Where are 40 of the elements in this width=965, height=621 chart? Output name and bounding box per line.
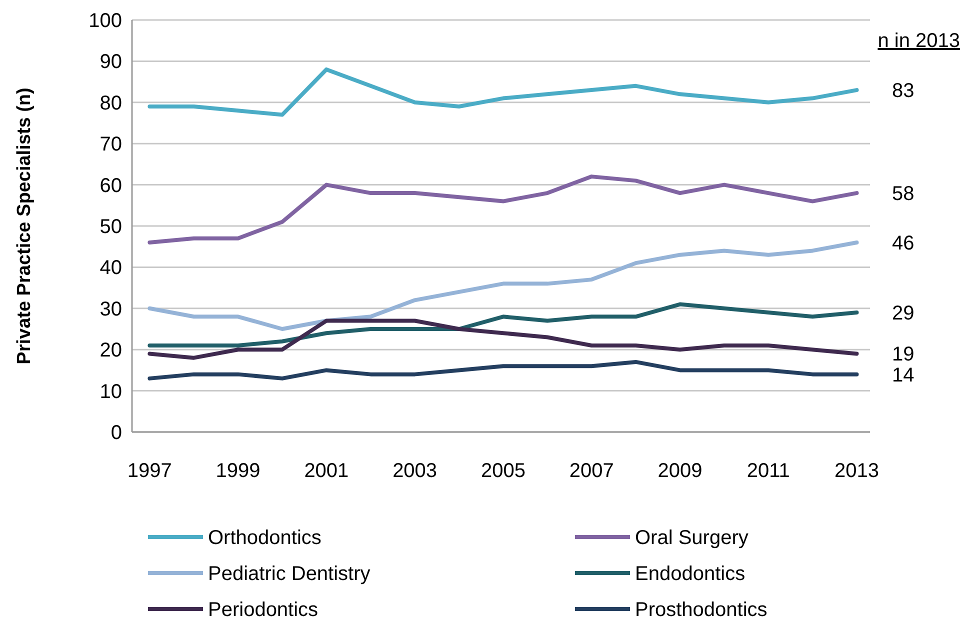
y-tick-label: 40	[100, 257, 122, 280]
text: n in 2013	[878, 30, 960, 52]
text: 83	[892, 80, 914, 102]
text: 58	[892, 183, 914, 206]
x-tick-label: 2011	[746, 460, 790, 482]
line-series	[148, 318, 859, 360]
y-tick-label: 50	[100, 216, 122, 238]
x-tick-label: 2013	[834, 460, 879, 482]
y-tick-label: 60	[100, 174, 122, 197]
y-tick-label: 80	[100, 92, 122, 114]
line-series	[148, 360, 859, 380]
x-tick-label: 2001	[304, 460, 349, 482]
legend-label: Oral Surgery	[635, 527, 748, 549]
text: 19	[892, 344, 914, 366]
legend-label: Pediatric Dentistry	[208, 563, 370, 585]
legend-label: Periodontics	[208, 599, 318, 621]
y-tick-label: 20	[100, 340, 122, 362]
y-tick-label: 30	[100, 298, 122, 320]
y-tick-label: 90	[100, 51, 122, 74]
x-tick-label: 2003	[392, 460, 438, 482]
line-series	[148, 240, 859, 331]
x-tick-label: 2005	[480, 460, 526, 482]
y-axis-title: Private Practice Specialists (n)	[14, 88, 35, 364]
y-tick-label: 0	[110, 422, 122, 444]
legend-label: Endodontics	[635, 563, 746, 585]
legend-label: Prosthodontics	[635, 599, 768, 621]
x-tick-label: 1997	[127, 460, 172, 482]
line-series	[148, 174, 859, 244]
text: 46	[892, 232, 914, 254]
y-tick-label: 100	[88, 10, 122, 32]
text: 14	[892, 364, 914, 386]
legend-label: Orthodontics	[208, 527, 322, 549]
line-series	[148, 302, 859, 348]
x-tick-label: 1999	[216, 460, 260, 482]
line-series	[148, 67, 859, 117]
y-tick-label: 10	[100, 380, 122, 403]
x-tick-label: 2007	[569, 460, 614, 482]
x-tick-label: 2009	[658, 460, 702, 482]
y-tick-label: 70	[100, 134, 122, 156]
text: 29	[892, 302, 914, 325]
